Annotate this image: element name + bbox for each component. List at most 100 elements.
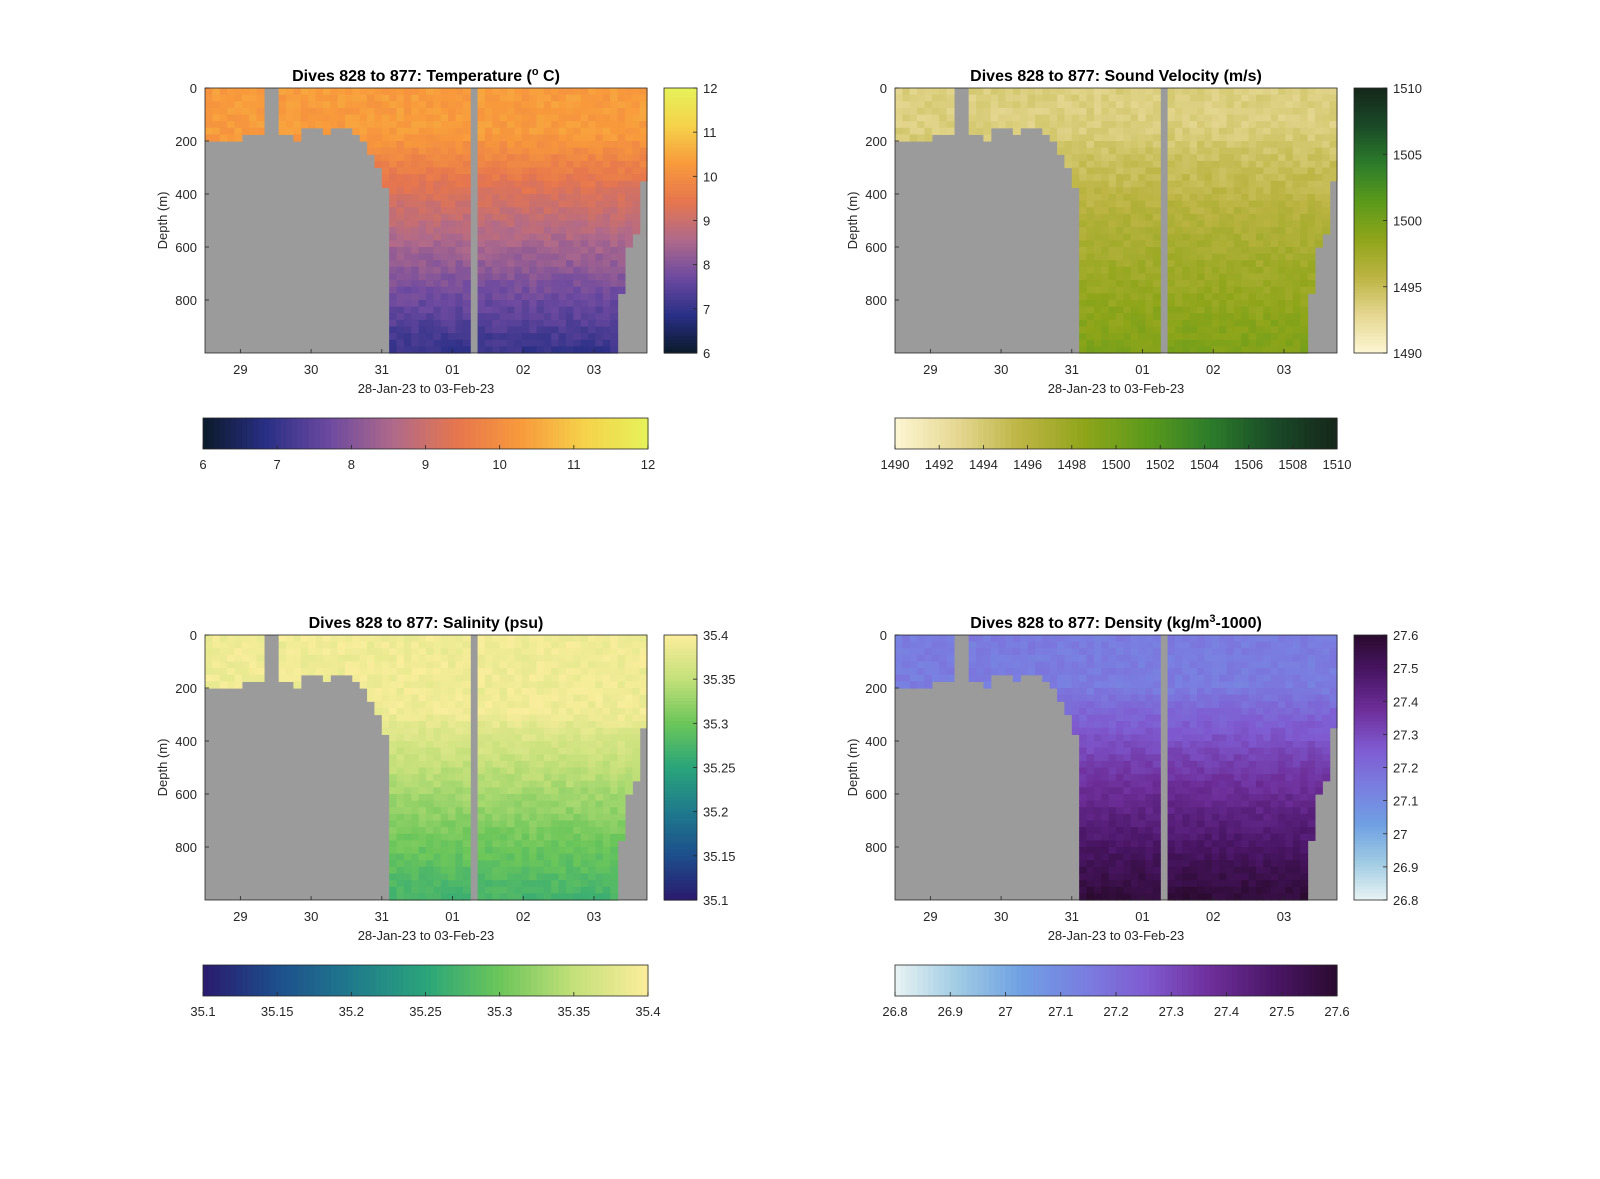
heatmap-cell — [286, 88, 294, 96]
heatmap-cell — [1167, 167, 1176, 175]
heatmap-cell — [308, 668, 317, 676]
heatmap-cell — [588, 333, 597, 341]
heatmap-cell — [1219, 167, 1228, 175]
colorbar-segment — [664, 124, 697, 129]
heatmap-cell — [1174, 187, 1183, 195]
heatmap-cell — [543, 326, 552, 334]
heatmap-cell — [411, 121, 420, 129]
heatmap-cell — [374, 694, 383, 702]
heatmap-cell — [440, 840, 449, 848]
heatmap-cell — [1211, 160, 1220, 169]
heatmap-cell — [507, 174, 515, 182]
heatmap-cell — [617, 207, 626, 215]
heatmap-cell — [1020, 114, 1029, 122]
colorbar-segment — [664, 810, 697, 815]
heatmap-cell — [595, 213, 604, 222]
colorbar-segment — [1354, 326, 1387, 331]
heatmap-cell — [580, 319, 589, 328]
heatmap-cell — [1248, 154, 1257, 162]
colorbar-segment — [1354, 141, 1387, 145]
heatmap-cell — [492, 200, 501, 208]
heatmap-cell — [359, 654, 368, 663]
heatmap-cell — [1152, 280, 1161, 288]
heatmap-cell — [477, 253, 486, 261]
heatmap-cell — [895, 121, 903, 129]
heatmap-cell — [573, 833, 582, 841]
heatmap-cell — [610, 207, 619, 215]
heatmap-cell — [602, 154, 611, 162]
heatmap-cell — [448, 220, 457, 228]
heatmap-cell — [1012, 94, 1021, 102]
heatmap-cell — [917, 94, 926, 102]
heatmap-cell — [529, 813, 538, 822]
heatmap-cell — [580, 160, 589, 169]
heatmap-cell — [499, 688, 508, 696]
colorbar-segment — [1354, 170, 1387, 175]
heatmap-cell — [448, 674, 457, 682]
heatmap-cell — [536, 107, 545, 116]
heatmap-cell — [433, 253, 442, 261]
heatmap-cell — [1307, 121, 1316, 129]
colorbar-segment — [664, 203, 697, 208]
heatmap-cell — [1189, 240, 1198, 248]
heatmap-cell — [403, 833, 412, 841]
heatmap-cell — [396, 707, 405, 716]
colorbar-segment — [664, 227, 697, 232]
heatmap-cell — [1182, 286, 1191, 294]
heatmap-cell — [968, 121, 977, 129]
heatmap-cell — [543, 240, 552, 248]
heatmap-cell — [558, 280, 567, 288]
heatmap-cell — [359, 674, 368, 682]
heatmap-cell — [352, 668, 361, 676]
heatmap-cell — [580, 147, 589, 155]
heatmap-cell — [1233, 167, 1242, 175]
colorbar-segment — [1005, 418, 1012, 449]
heatmap-cell — [1138, 167, 1147, 175]
heatmap-cell — [499, 306, 508, 314]
heatmap-cell — [448, 760, 457, 769]
colorbar-segment — [664, 94, 697, 99]
heatmap-cell — [1116, 154, 1124, 162]
colorbar-segment — [664, 727, 697, 732]
heatmap-cell — [448, 200, 457, 208]
heatmap-cell — [234, 88, 243, 96]
heatmap-cell — [1182, 233, 1191, 241]
heatmap-cell — [440, 326, 449, 334]
heatmap-cell — [1285, 253, 1294, 261]
colorbar-segment — [664, 694, 697, 699]
heatmap-cell — [440, 293, 449, 301]
heatmap-cell — [521, 780, 530, 788]
heatmap-cell — [521, 820, 530, 828]
heatmap-cell — [1219, 326, 1228, 334]
heatmap-cell — [396, 893, 405, 901]
colorbar-segment — [664, 774, 697, 779]
heatmap-cell — [624, 107, 633, 116]
heatmap-cell — [1189, 286, 1198, 294]
colorbar-segment — [1204, 418, 1211, 449]
heatmap-cell — [411, 827, 420, 835]
colorbar-segment — [1093, 418, 1101, 449]
heatmap-cell — [1086, 160, 1095, 169]
heatmap-cell — [514, 174, 523, 182]
heatmap-cell — [411, 94, 420, 102]
heatmap-cell — [1278, 107, 1287, 116]
heatmap-cell — [514, 300, 523, 308]
heatmap-cell — [462, 273, 471, 281]
heatmap-cell — [1116, 266, 1124, 275]
heatmap-cell — [234, 641, 243, 649]
heatmap-cell — [396, 134, 405, 142]
colorbar-segment — [1354, 144, 1387, 149]
heatmap-cell — [293, 641, 302, 649]
heatmap-cell — [389, 167, 398, 175]
heatmap-cell — [344, 101, 353, 109]
heatmap-cell — [396, 333, 405, 341]
colorbar-segment — [664, 691, 697, 696]
heatmap-cell — [610, 747, 619, 755]
heatmap-cell — [580, 127, 589, 135]
heatmap-cell — [543, 253, 552, 261]
heatmap-cell — [1138, 333, 1147, 341]
heatmap-cell — [1219, 220, 1228, 228]
heatmap-cell — [1174, 194, 1183, 202]
heatmap-cell — [632, 200, 641, 208]
heatmap-cell — [411, 240, 420, 248]
